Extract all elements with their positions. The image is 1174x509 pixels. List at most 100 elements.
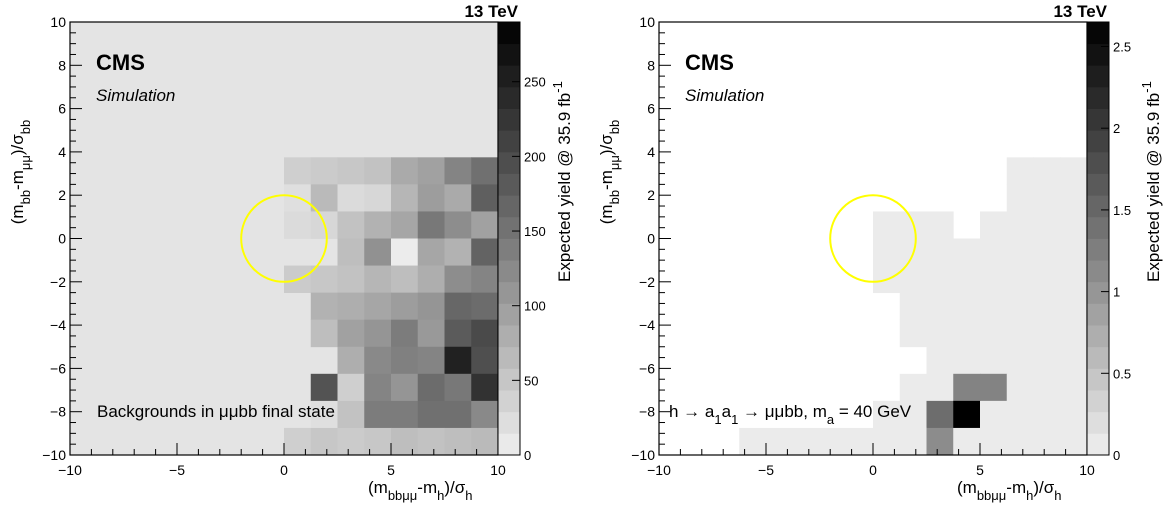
heatmap-bin <box>444 346 472 375</box>
heatmap-bin <box>471 292 499 321</box>
color-bar-tick-label: 2 <box>1113 121 1120 136</box>
heatmap-bin <box>926 427 954 456</box>
heatmap-bin <box>899 427 927 456</box>
y-tick-label: 6 <box>58 101 66 117</box>
heatmap-bin <box>337 184 365 212</box>
energy-label: 13 TeV <box>1053 2 1107 21</box>
y-axis-title: (mbb-mμμ)/σbb <box>8 120 33 224</box>
x-tick-label: 0 <box>869 462 877 478</box>
heatmap-bin <box>391 265 419 294</box>
heatmap-bin <box>391 319 419 348</box>
heatmap-bin <box>391 211 419 239</box>
heatmap-bin <box>980 400 1008 429</box>
x-tick-label: −10 <box>647 462 671 478</box>
heatmap-bin <box>364 373 392 402</box>
color-bar-step <box>498 346 520 369</box>
heatmap-bin <box>444 292 472 321</box>
color-bar-step <box>498 411 520 434</box>
experiment-label: CMS <box>685 50 734 75</box>
heatmap-bin <box>471 238 499 266</box>
heatmap-bin <box>364 238 392 266</box>
heatmap-bin <box>417 346 445 375</box>
y-tick-label: −6 <box>639 360 655 376</box>
color-bar-step <box>1087 390 1109 413</box>
color-bar-step <box>1087 22 1109 45</box>
color-bar-step <box>1087 346 1109 369</box>
heatmap-bin <box>926 319 954 348</box>
color-bar-step <box>498 65 520 88</box>
color-bar-tick-label: 0 <box>1113 448 1120 463</box>
heatmap-bin <box>417 400 445 429</box>
color-bar-step <box>498 303 520 326</box>
heatmap-bin <box>284 427 312 456</box>
color-bar-step <box>1087 86 1109 109</box>
heatmap-bin <box>391 427 419 456</box>
heatmap-bin <box>471 346 499 375</box>
heatmap-bin <box>1033 400 1061 429</box>
heatmap-bin <box>337 373 365 402</box>
color-bar-step <box>498 216 520 239</box>
heatmap-bin <box>819 427 847 456</box>
heatmap-bin <box>444 373 472 402</box>
heatmap-bin <box>364 346 392 375</box>
y-tick-label: 10 <box>50 14 66 30</box>
heatmap-bin <box>1033 319 1061 348</box>
heatmap-bin <box>1006 319 1034 348</box>
heatmap-bin <box>471 427 499 456</box>
heatmap-bin <box>391 346 419 375</box>
heatmap-bin <box>364 292 392 321</box>
heatmap-bin <box>337 319 365 348</box>
y-axis-title-group: (mbb-mμμ)/σbb <box>597 120 622 224</box>
color-bar-tick-label: 50 <box>524 373 538 388</box>
color-bar-tick-label: 250 <box>524 75 546 90</box>
color-bar-tick-label: 0.5 <box>1113 366 1131 381</box>
heatmap-bin <box>444 319 472 348</box>
heatmap-bin <box>444 184 472 212</box>
y-tick-label: 0 <box>58 231 66 247</box>
heatmap-bin <box>364 184 392 212</box>
x-tick-label: 5 <box>976 462 984 478</box>
heatmap-bin <box>1060 346 1088 375</box>
heatmap-bin <box>926 400 954 429</box>
heatmap-bin <box>471 319 499 348</box>
heatmap-bin <box>873 427 901 456</box>
color-bar-tick-label: 200 <box>524 149 546 164</box>
heatmap-bin <box>953 400 981 429</box>
heatmap-bin <box>899 400 927 429</box>
color-bar-step <box>498 368 520 391</box>
heatmap-bin <box>953 292 981 321</box>
heatmap-bin <box>444 211 472 239</box>
heatmap-bin <box>417 184 445 212</box>
color-bar-tick-label: 1.5 <box>1113 203 1131 218</box>
color-bar-step <box>1087 368 1109 391</box>
energy-label: 13 TeV <box>464 2 518 21</box>
heatmap-bin <box>953 319 981 348</box>
heatmap-bin <box>1033 184 1061 212</box>
color-bar-frame <box>1086 21 1110 456</box>
heatmap-bin <box>1060 427 1088 456</box>
heatmap-bin <box>284 211 312 239</box>
heatmap-bin <box>284 157 312 185</box>
heatmap-bin <box>980 238 1008 266</box>
x-tick-label: 10 <box>1079 462 1095 478</box>
heatmap-bin <box>926 373 954 402</box>
z-axis-title: Expected yield @ 35.9 fb-1 <box>1139 81 1163 282</box>
x-tick-label: 0 <box>280 462 288 478</box>
y-tick-label: −10 <box>631 447 655 463</box>
z-axis-title: Expected yield @ 35.9 fb-1 <box>550 81 574 282</box>
heatmap-bin <box>1060 211 1088 239</box>
heatmap-bin <box>1033 157 1061 185</box>
heatmap-bin <box>337 346 365 375</box>
heatmap-bin <box>1006 238 1034 266</box>
heatmap-bin <box>926 292 954 321</box>
x-tick-label: −5 <box>758 462 774 478</box>
color-bar-step <box>1087 108 1109 131</box>
y-tick-label: −4 <box>639 317 655 333</box>
heatmap-bin <box>337 211 365 239</box>
color-bar-step <box>498 22 520 45</box>
x-tick-label: 10 <box>490 462 506 478</box>
heatmap-bin <box>391 292 419 321</box>
heatmap-bin <box>444 427 472 456</box>
heatmap-bin <box>417 427 445 456</box>
color-bar-step <box>498 260 520 283</box>
